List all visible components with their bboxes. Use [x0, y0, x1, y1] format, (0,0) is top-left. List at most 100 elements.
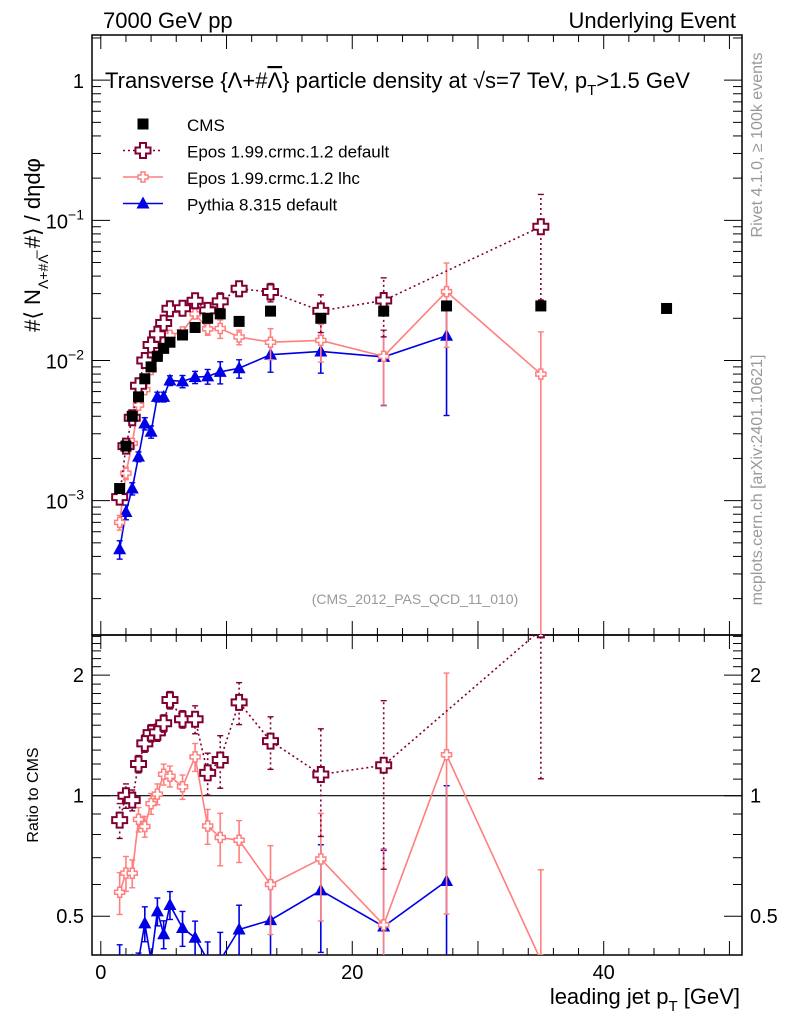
epos_default-point [532, 218, 550, 236]
cms-point [151, 350, 163, 362]
epos_lhc-point [315, 334, 327, 347]
cms-point [133, 391, 145, 403]
pythia-point [188, 370, 202, 383]
x-tick-label: 0 [95, 962, 106, 984]
epos_lhc-point [145, 797, 157, 810]
ratio-axis-label: Ratio to CMS [25, 747, 42, 842]
cms-point [661, 302, 673, 314]
epos_default-point [230, 693, 248, 711]
epos_default-point [123, 791, 141, 809]
epos_default-point [536, 635, 545, 639]
legend: CMS Epos 1.99.crmc.1.2 default Epos 1.99.c… [123, 116, 390, 215]
process-label: Underlying Event [568, 8, 736, 33]
pythia-line [138, 880, 448, 955]
ratio-y-tick-label: 0.5 [56, 906, 84, 928]
epos_default-point [155, 714, 173, 732]
ratio-y-tick-label-right: 2 [750, 665, 761, 687]
cms-point [145, 361, 157, 373]
analysis-id: (CMS_2012_PAS_QCD_11_010) [312, 591, 519, 607]
main-plot-marks [111, 193, 673, 635]
cms-point [158, 342, 170, 354]
ratio-y-tick-label-right: 1 [750, 786, 761, 808]
cms-point [139, 373, 151, 385]
cms-point [164, 336, 176, 348]
pythia-point [138, 416, 152, 429]
epos_default-point [375, 756, 393, 774]
pythia-point [132, 449, 146, 462]
cms-point [233, 315, 245, 327]
epos_default-point [130, 755, 148, 773]
legend-label: Epos 1.99.crmc.1.2 lhc [187, 169, 360, 188]
epos_lhc-point [233, 834, 245, 847]
cms-point [114, 483, 126, 495]
cms-point [202, 312, 214, 324]
epos_lhc-point [157, 768, 170, 781]
epos_lhc-point [377, 919, 390, 931]
epos_lhc-point [176, 781, 189, 793]
y-tick-label: 10−2 [46, 346, 84, 373]
pythia-point [125, 953, 127, 955]
legend-item-epos_default: Epos 1.99.crmc.1.2 default [123, 142, 390, 162]
epos_lhc-point [538, 954, 544, 955]
epos_default-point [262, 283, 280, 301]
pythia-point [137, 953, 140, 955]
epos_default-point [161, 300, 179, 318]
legend-marker-epos_default [134, 142, 152, 159]
epos_lhc-point [164, 770, 176, 782]
epos_lhc-point [377, 350, 390, 363]
epos_lhc-point [315, 853, 327, 865]
epos_lhc-point [264, 878, 277, 891]
epos_default-point [174, 710, 192, 728]
cms-point [265, 305, 277, 317]
epos_lhc-point [440, 749, 453, 761]
pythia-point [138, 916, 152, 929]
legend-label: Epos 1.99.crmc.1.2 default [187, 143, 390, 162]
ratio-y-tick-label-right: 0.5 [750, 906, 778, 928]
epos_lhc-point [113, 886, 126, 899]
y-tick-label: 10−3 [46, 487, 84, 514]
pythia-point [163, 897, 177, 910]
cms-point [189, 321, 201, 333]
pythia-point [176, 921, 190, 934]
pythia-point [150, 904, 164, 917]
epos_default-point [161, 691, 179, 709]
cms-point [378, 305, 390, 317]
epos_default-line [118, 635, 537, 821]
epos_default-point [111, 488, 129, 506]
legend-label: CMS [187, 116, 225, 135]
x-tick-label: 20 [341, 962, 363, 984]
epos_lhc-point [132, 399, 145, 411]
epos_default-point [230, 280, 248, 298]
legend-item-pythia: Pythia 8.315 default [123, 196, 338, 215]
y-axis-label: #⟨ NΛ+#Λ̅ #⟩ / dηdφ [20, 158, 51, 332]
legend-marker-cms [137, 118, 149, 130]
energy-label: 7000 GeV pp [103, 8, 233, 33]
pythia-point [219, 953, 222, 955]
epos_lhc-point [214, 322, 226, 335]
cms-point [126, 410, 138, 422]
epos_default-point [312, 765, 330, 783]
x-axis-label: leading jet pT [GeV] [550, 984, 740, 1015]
pythia-point [144, 424, 158, 437]
pythia-point [213, 364, 227, 377]
epos_lhc-point [214, 831, 226, 844]
ratio-axes: 0 20 40 0.5 0.5 1 1 2 2 [56, 634, 778, 984]
epos_lhc-point [233, 331, 245, 343]
mcplots-label: mcplots.cern.ch [arXiv:2401.10621] [749, 355, 766, 606]
epos_default-point [186, 710, 204, 728]
pythia-point [113, 542, 127, 555]
epos_default-point [111, 811, 129, 829]
epos_lhc-point [113, 516, 126, 529]
pythia-point [176, 374, 190, 387]
epos_default-line [118, 226, 542, 498]
x-tick-label: 40 [593, 962, 615, 984]
ratio-y-tick-label: 1 [73, 786, 84, 808]
pythia-point [125, 481, 139, 494]
ratio-frame [91, 634, 743, 956]
pythia-point [118, 953, 121, 955]
cms-point [120, 440, 132, 452]
legend-item-cms: CMS [137, 116, 225, 135]
pythia-point [119, 504, 133, 517]
epos_default-point [155, 314, 173, 332]
